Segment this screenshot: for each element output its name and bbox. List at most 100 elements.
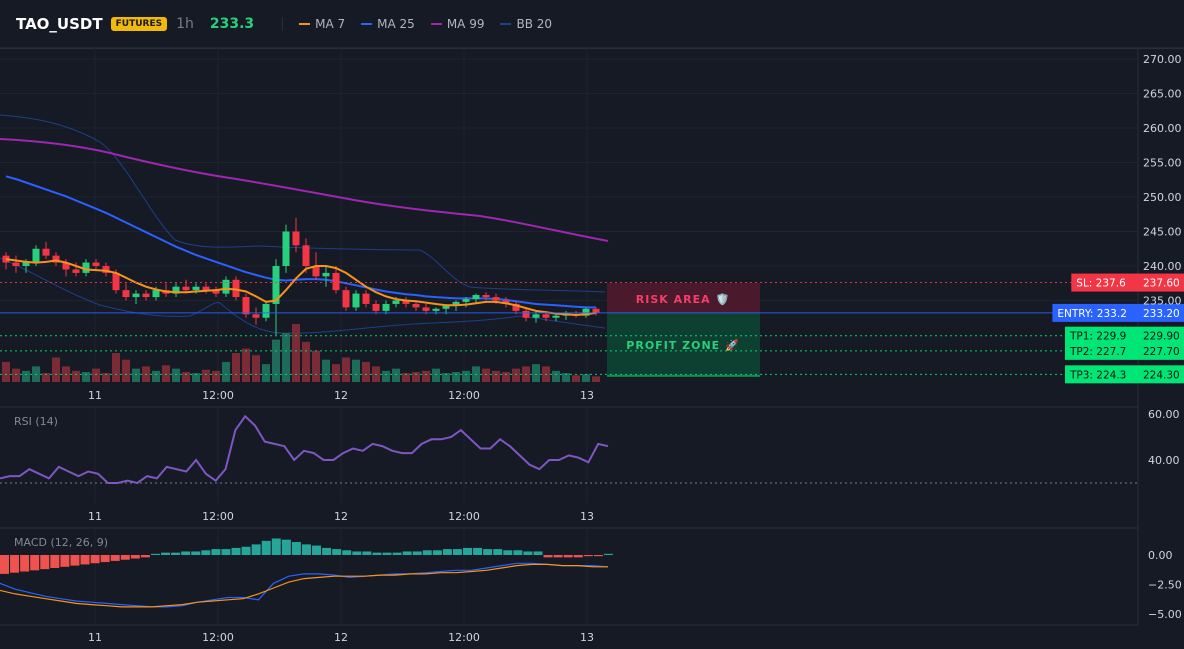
timeframe-label[interactable]: 1h: [176, 16, 194, 32]
macd-hist-bar: [130, 555, 140, 559]
macd-hist-bar: [80, 555, 90, 565]
volume-bar: [362, 361, 370, 382]
candle-body: [492, 297, 500, 301]
price-axis: 235.00 240.00 245.00 250.00 255.00 260.00 265.…: [1143, 53, 1182, 308]
price-tick-label: 270.00: [1143, 53, 1182, 66]
level-tag-text: SL: 237.6: [1076, 278, 1126, 290]
macd-hist-bar: [70, 555, 80, 566]
level-tag-bg: [1052, 303, 1184, 322]
header-divider: [282, 17, 284, 31]
legend-item-ma25[interactable]: MA 25: [361, 17, 415, 31]
volume-bar: [42, 373, 50, 382]
legend-item-ma99[interactable]: MA 99: [430, 17, 484, 31]
volume-bar: [252, 355, 260, 382]
candle-body: [42, 248, 50, 256]
indicator-legend: MA 7 MA 25 MA 99 BB 20: [299, 17, 568, 31]
trade-levels: SL: 237.6 237.60 ENTRY: 233.2 233.20 TP1: 22…: [0, 273, 1184, 384]
candle-body: [202, 286, 210, 291]
candle-body: [302, 245, 310, 266]
rsi-tick-label: 60.00: [1148, 408, 1180, 421]
volume-bar: [432, 368, 440, 382]
candle-body: [122, 290, 130, 298]
candle-body: [352, 293, 360, 308]
candle-body: [282, 231, 290, 266]
macd-hist-bar: [483, 549, 493, 555]
volume-bar: [572, 375, 580, 382]
candle-body: [242, 297, 250, 315]
candle-body: [322, 272, 330, 277]
macd-hist-bar: [110, 555, 120, 561]
legend-item-bb20[interactable]: BB 20: [500, 17, 552, 31]
candle-body: [362, 293, 370, 304]
time-tick-label: 12:00: [448, 389, 480, 402]
candle-body: [512, 303, 520, 311]
volume-bar: [72, 370, 80, 382]
macd-hist-bar: [362, 551, 372, 555]
candlestick-series: [2, 217, 600, 335]
symbol-label[interactable]: TAO_USDT: [16, 15, 103, 33]
volume-bar: [392, 368, 400, 382]
signal-line: [0, 563, 608, 608]
candle-body: [112, 272, 120, 291]
macd-hist-bar: [50, 555, 60, 568]
candle-body: [312, 266, 320, 277]
risk-area-box: [607, 283, 760, 313]
level-tag-text: ENTRY: 233.2: [1057, 308, 1126, 320]
candle-body: [552, 315, 560, 318]
volume-bar: [512, 368, 520, 382]
macd-hist-bar: [382, 552, 392, 555]
volume-bar: [322, 359, 330, 382]
volume-bar: [592, 376, 600, 382]
profit-zone-box: [607, 313, 760, 376]
price-tick-label: 265.00: [1143, 88, 1182, 101]
price-tick-label: 260.00: [1143, 122, 1182, 135]
volume-bar: [492, 370, 500, 382]
bollinger-bands: [0, 114, 609, 334]
volume-bar: [82, 371, 90, 382]
volume-bar: [162, 365, 170, 382]
macd-tick-label: −2.50: [1148, 579, 1182, 592]
macd-hist-bar: [120, 555, 130, 560]
price-tick-label: 255.00: [1143, 157, 1182, 170]
candle-body: [472, 294, 480, 300]
macd-hist-bar: [150, 553, 160, 555]
macd-hist-bar: [241, 546, 251, 555]
volume-bar: [262, 364, 270, 382]
volume-bar: [462, 370, 470, 382]
macd-hist-bar: [392, 552, 402, 555]
candle-body: [292, 231, 300, 246]
volume-bar: [212, 370, 220, 382]
volume-bar: [422, 370, 430, 382]
macd-hist-bar: [100, 555, 110, 563]
macd-hist-bar: [140, 555, 150, 558]
candle-body: [582, 308, 590, 316]
candle-body: [402, 300, 410, 304]
time-tick-label: 12:00: [202, 389, 234, 402]
macd-hist-bar: [603, 553, 613, 555]
ma25-swatch: [361, 23, 373, 25]
macd-hist-bar: [463, 547, 473, 555]
legend-item-ma7[interactable]: MA 7: [299, 17, 345, 31]
ma99-swatch: [430, 23, 442, 25]
candle-body: [252, 314, 260, 318]
macd-line: [0, 562, 609, 608]
level-tag-bg: [1065, 365, 1184, 384]
level-price-text: 224.30: [1143, 369, 1180, 381]
time-tick-label: 13: [580, 389, 594, 402]
candle-body: [542, 314, 550, 318]
macd-hist-bar: [442, 549, 452, 555]
macd-hist-bar: [251, 544, 261, 555]
macd-hist-bar: [201, 550, 211, 555]
macd-hist-bar: [593, 555, 603, 557]
candle-body: [152, 290, 160, 298]
candle-body: [102, 266, 110, 273]
time-tick-label: 12: [334, 389, 348, 402]
macd-hist-bar: [0, 555, 9, 574]
macd-hist-bar: [20, 555, 30, 572]
macd-hist-bar: [402, 551, 412, 555]
volume-bar: [292, 324, 300, 382]
volume-bar: [2, 361, 10, 382]
candle-body: [372, 303, 380, 311]
candle-body: [502, 300, 510, 304]
